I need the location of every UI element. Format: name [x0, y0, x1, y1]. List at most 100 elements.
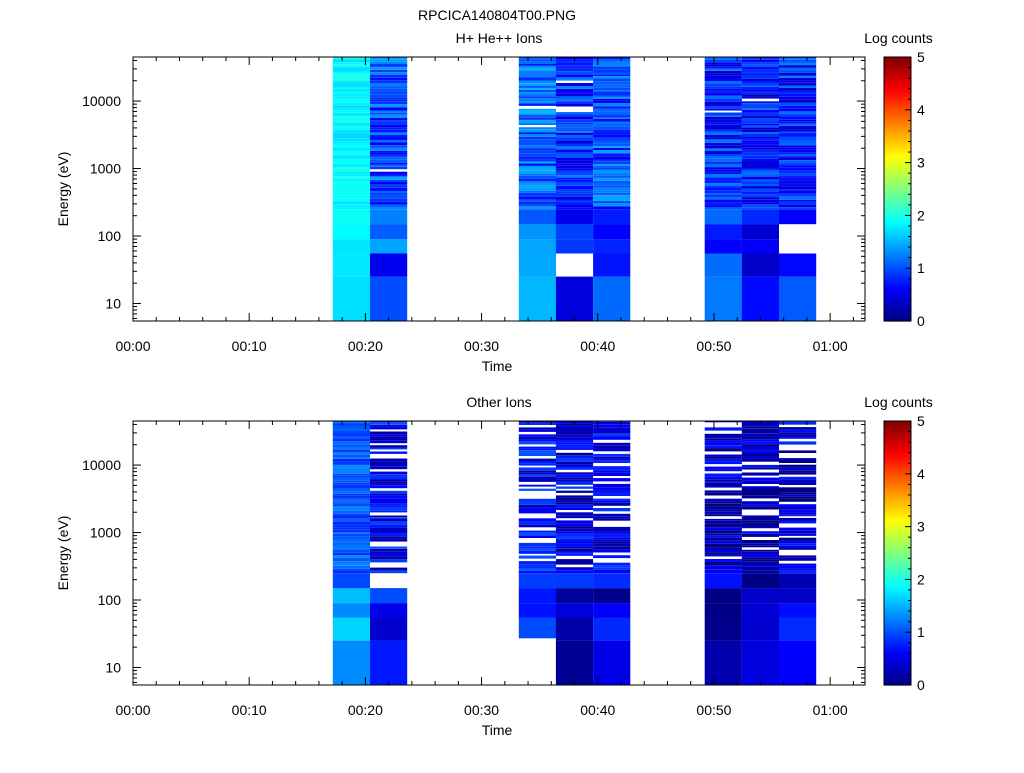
heatmap-cell: [593, 95, 631, 97]
heatmap-cell: [704, 93, 742, 96]
colorbar-swatch: [884, 131, 911, 135]
heatmap-cell: [370, 74, 408, 78]
heatmap-cell: [593, 70, 631, 73]
heatmap-cell: [518, 441, 556, 445]
colorbar-swatch: [884, 160, 911, 164]
heatmap-cell: [518, 427, 556, 430]
heatmap-cell: [555, 536, 594, 539]
colorbar-swatch: [884, 103, 911, 106]
heatmap-cell: [518, 201, 556, 205]
heatmap-cell: [704, 458, 742, 462]
heatmap-cell: [741, 142, 779, 145]
heatmap-cell: [593, 61, 631, 64]
heatmap-cell: [518, 139, 556, 142]
colorbar-swatch: [884, 294, 911, 298]
heatmap-cell: [518, 561, 556, 565]
heatmap-cell: [741, 163, 779, 166]
colorbar-swatch: [884, 316, 911, 320]
heatmap-cell: [370, 129, 408, 133]
heatmap-cell: [518, 159, 556, 162]
heatmap-cell: [779, 460, 817, 463]
colorbar-swatch: [884, 487, 911, 490]
colorbar-frame: [883, 420, 912, 686]
heatmap-cell: [370, 195, 408, 199]
colorbar-swatch: [884, 429, 911, 433]
heatmap-cell: [741, 436, 779, 440]
heatmap-cell: [704, 112, 742, 116]
heatmap-cell: [370, 88, 408, 92]
heatmap-cell: [332, 173, 370, 177]
heatmap-cell: [741, 477, 779, 481]
colorbar-swatch: [884, 500, 911, 503]
heatmap-cell: [370, 483, 408, 486]
heatmap-cell: [779, 429, 817, 433]
heatmap-cell: [593, 103, 631, 107]
heatmap-cell: [593, 68, 631, 71]
colorbar-swatch: [884, 449, 911, 453]
heatmap-cell: [593, 421, 631, 425]
heatmap-cell: [518, 192, 556, 195]
heatmap-cell: [741, 85, 779, 87]
heatmap-cell: [593, 192, 631, 196]
heatmap-cell: [779, 470, 817, 473]
heatmap-cell: [704, 523, 742, 528]
colorbar-swatch: [884, 215, 911, 219]
colorbar-swatch: [884, 423, 911, 426]
colorbar-swatch: [884, 570, 911, 574]
colorbar-swatch: [884, 557, 911, 561]
heatmap-cell: [704, 476, 742, 480]
colorbar-swatch: [884, 432, 911, 435]
heatmap-cell: [741, 551, 779, 554]
heatmap-cell: [704, 559, 742, 562]
colorbar-swatch: [884, 447, 911, 451]
heatmap-cell: [332, 532, 370, 534]
colorbar-swatch: [884, 654, 911, 657]
heatmap-cell: [555, 472, 594, 475]
heatmap-cell: [370, 224, 408, 240]
heatmap-cell: [332, 102, 370, 106]
heatmap-cell: [741, 444, 779, 446]
x-tick-label: 00:30: [464, 338, 499, 354]
heatmap-cell: [779, 527, 817, 531]
heatmap-cell: [704, 186, 742, 188]
heatmap-cell: [741, 570, 779, 574]
colorbar-swatch: [884, 544, 911, 547]
colorbar-swatch: [884, 140, 911, 144]
colorbar-swatch: [884, 456, 911, 459]
colorbar-swatch: [884, 290, 911, 293]
colorbar-swatch: [884, 303, 911, 307]
heatmap-cell: [370, 445, 408, 448]
heatmap-cell: [593, 433, 631, 437]
heatmap-cell: [332, 536, 370, 540]
heatmap-cell: [332, 59, 370, 63]
heatmap-cell: [518, 209, 556, 225]
heatmap-cell: [332, 76, 370, 80]
heatmap-cell: [704, 603, 742, 618]
heatmap-cell: [555, 86, 594, 89]
heatmap-cell: [518, 507, 556, 511]
heatmap-cell: [593, 124, 631, 127]
heatmap-cell: [332, 498, 370, 501]
heatmap-cell: [332, 105, 370, 108]
heatmap-cell: [704, 88, 742, 91]
heatmap-cell: [593, 185, 631, 188]
heatmap-cell: [370, 176, 408, 178]
heatmap-cell: [370, 527, 408, 531]
y-axis-label: Energy (eV): [55, 516, 71, 591]
heatmap-cell: [332, 178, 370, 182]
heatmap-cell: [741, 543, 779, 546]
heatmap-cell: [779, 509, 817, 513]
heatmap-cell: [555, 437, 594, 441]
heatmap-cell: [741, 170, 779, 174]
colorbar-swatch: [884, 252, 911, 256]
heatmap-cell: [370, 142, 408, 146]
colorbar-swatch: [884, 239, 911, 243]
heatmap-cell: [518, 429, 556, 432]
colorbar-swatch: [884, 281, 911, 285]
colorbar-label: Log counts: [864, 30, 933, 46]
heatmap-cell: [332, 253, 370, 277]
heatmap-cell: [332, 171, 370, 174]
heatmap-cell: [518, 184, 556, 186]
heatmap-cell: [704, 530, 742, 534]
heatmap-cell: [332, 468, 370, 471]
